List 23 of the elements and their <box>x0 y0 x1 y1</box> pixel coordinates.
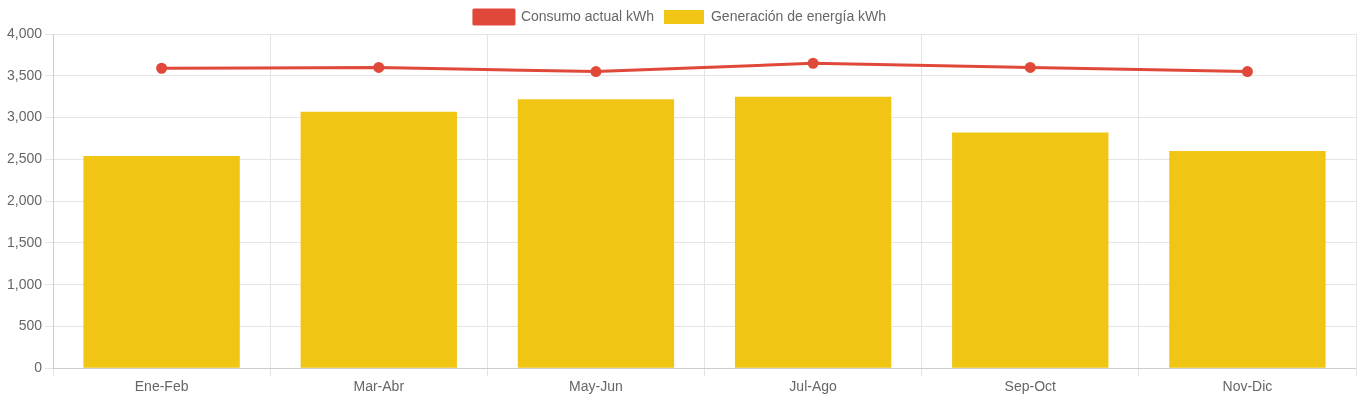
legend-label: Consumo actual kWh <box>520 7 654 24</box>
x-tick-label: Sep-Oct <box>1004 378 1057 395</box>
x-tick-label: Nov-Dic <box>1222 378 1273 395</box>
legend-label: Generación de energía kWh <box>710 7 887 24</box>
x-tick-label: Mar-Abr <box>353 378 405 395</box>
y-tick-label: 4,000 <box>6 24 43 41</box>
y-tick-label: 0 <box>34 359 43 376</box>
x-tick-label: Jul-Ago <box>789 378 838 395</box>
y-tick-label: 1,000 <box>6 275 43 292</box>
y-tick-label: 2,500 <box>6 150 43 167</box>
bar <box>517 99 675 368</box>
bar <box>83 155 240 368</box>
y-tick-label: 1,500 <box>6 233 43 250</box>
bar <box>952 132 1109 368</box>
bar <box>1169 150 1326 368</box>
x-tick-label: Ene-Feb <box>134 378 189 395</box>
x-tick-label: May-Jun <box>569 378 623 395</box>
y-tick-label: 3,500 <box>6 66 43 83</box>
bar <box>734 96 892 368</box>
y-tick-label: 500 <box>18 317 43 334</box>
y-tick-label: 2,000 <box>6 191 43 208</box>
y-tick-label: 3,000 <box>6 108 43 125</box>
bar <box>300 111 457 368</box>
